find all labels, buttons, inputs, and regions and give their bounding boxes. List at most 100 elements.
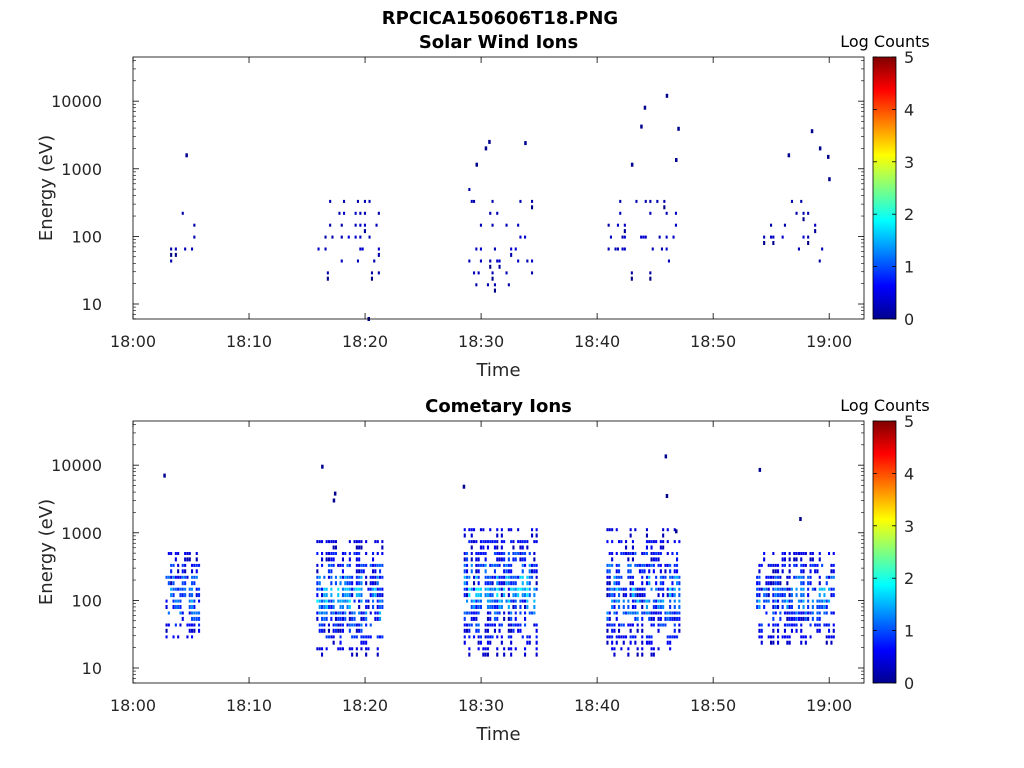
heatmap-cell (321, 563, 324, 567)
heatmap-cell (786, 599, 789, 603)
heatmap-cell (779, 587, 782, 591)
heatmap-cell (493, 587, 496, 591)
heatmap-cell (521, 552, 524, 555)
heatmap-cell (645, 552, 648, 555)
heatmap-cell (339, 628, 342, 633)
heatmap-cell (493, 599, 496, 603)
heatmap-cell (468, 188, 471, 191)
heatmap-cell (783, 628, 786, 633)
heatmap-cell (466, 575, 469, 579)
heatmap-cell (346, 563, 349, 567)
heatmap-cell (493, 605, 496, 609)
heatmap-cell (774, 605, 777, 609)
heatmap-cell (316, 575, 319, 579)
heatmap-cell (484, 575, 487, 579)
heatmap-cell (676, 616, 679, 621)
heatmap-cell (649, 199, 652, 203)
heatmap-cell (489, 605, 492, 609)
heatmap-cell (783, 552, 786, 555)
heatmap-cell (177, 552, 180, 555)
heatmap-cell (503, 611, 506, 615)
heatmap-cell (362, 616, 365, 621)
heatmap-cell (666, 563, 669, 567)
heatmap-cell (758, 635, 761, 639)
heatmap-cell (496, 552, 499, 555)
heatmap-cell (381, 563, 384, 567)
heatmap-cell (493, 569, 496, 574)
heatmap-cell (629, 575, 632, 579)
data-point (818, 146, 822, 151)
heatmap-cell (181, 611, 184, 615)
heatmap-cell (191, 623, 194, 627)
heatmap-cell (636, 593, 639, 598)
heatmap-cell (355, 652, 358, 657)
heatmap-cell (503, 540, 506, 544)
heatmap-cell (673, 599, 676, 603)
heatmap-cell (330, 563, 333, 567)
heatmap-cell (318, 587, 321, 591)
heatmap-cell (512, 623, 515, 627)
heatmap-cell (358, 593, 361, 598)
heatmap-cell (339, 575, 342, 579)
heatmap-cell (830, 569, 833, 574)
heatmap-cell (498, 552, 501, 555)
heatmap-cell (498, 587, 501, 591)
heatmap-cell (615, 581, 618, 586)
heatmap-cell (360, 587, 363, 591)
heatmap-cell (360, 611, 363, 615)
heatmap-cell (613, 652, 616, 657)
heatmap-cell (665, 235, 668, 239)
heatmap-cell (365, 640, 368, 645)
heatmap-cell (316, 540, 319, 544)
heatmap-cell (479, 563, 482, 567)
heatmap-cell (526, 605, 529, 609)
heatmap-cell (774, 599, 777, 603)
heatmap-cell (832, 563, 835, 567)
data-point (630, 162, 634, 167)
heatmap-cell (636, 628, 639, 633)
heatmap-cell (510, 587, 513, 591)
heatmap-cell (193, 223, 196, 227)
heatmap-cell (498, 581, 501, 586)
heatmap-cell (358, 611, 361, 615)
heatmap-cell (811, 616, 814, 621)
heatmap-cell (528, 581, 531, 586)
heatmap-cell (678, 599, 681, 603)
heatmap-cell (804, 611, 807, 615)
heatmap-cell (482, 652, 485, 657)
heatmap-cell (608, 552, 611, 555)
heatmap-cell (330, 605, 333, 609)
heatmap-cell (355, 569, 358, 574)
heatmap-cell (327, 563, 330, 567)
heatmap-cell (767, 581, 770, 586)
heatmap-cell (821, 563, 824, 567)
heatmap-cell (167, 623, 170, 627)
heatmap-cell (473, 271, 476, 275)
heatmap-cell (521, 563, 524, 567)
heatmap-cell (618, 635, 621, 639)
heatmap-cell (489, 211, 492, 215)
heatmap-cell (630, 271, 633, 275)
y-axis-label: Energy (eV) (36, 135, 57, 241)
heatmap-cell (365, 581, 368, 586)
heatmap-cell (367, 635, 370, 639)
heatmap-cell (358, 599, 361, 603)
heatmap-cell (608, 528, 611, 532)
heatmap-cell (669, 611, 672, 615)
heatmap-cell (191, 616, 194, 621)
heatmap-cell (618, 575, 621, 579)
heatmap-cell (372, 557, 375, 562)
heatmap-cell (475, 575, 478, 579)
heatmap-cell (664, 569, 667, 574)
heatmap-cell (337, 599, 340, 603)
heatmap-cell (360, 647, 363, 651)
heatmap-cell (470, 616, 473, 621)
heatmap-cell (627, 605, 630, 609)
heatmap-cell (825, 581, 828, 586)
heatmap-cell (334, 545, 337, 550)
heatmap-cell (363, 199, 366, 203)
heatmap-cell (830, 575, 833, 579)
heatmap-cell (381, 540, 384, 544)
heatmap-cell (496, 528, 499, 532)
heatmap-cell (608, 575, 611, 579)
